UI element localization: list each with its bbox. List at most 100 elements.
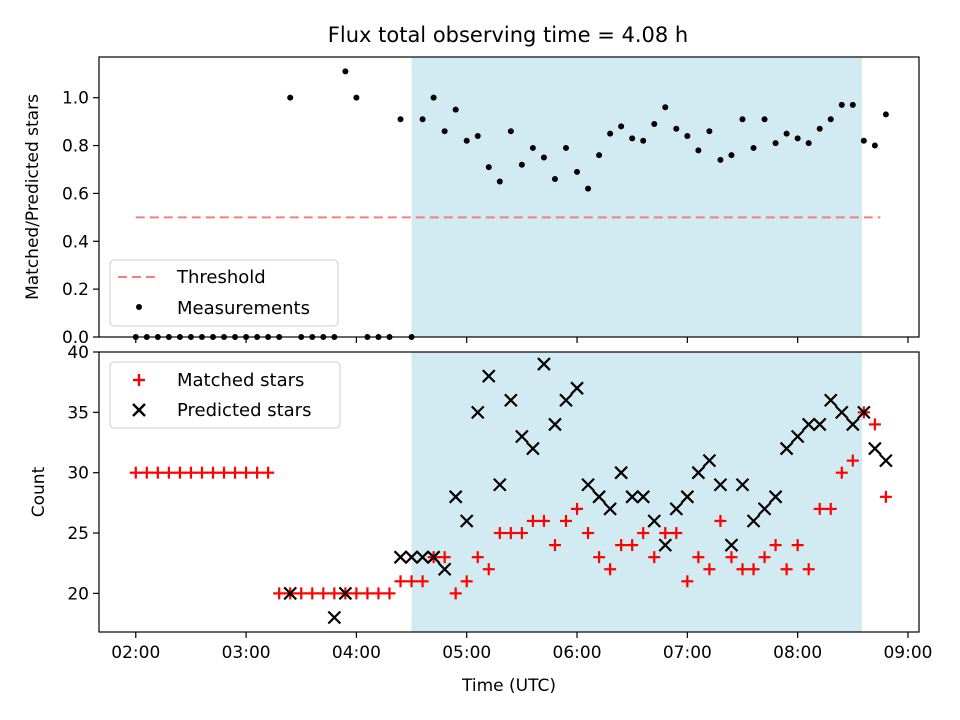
matched-point [240,466,253,479]
predicted-point [614,465,628,480]
predicted-point [846,417,860,432]
predicted-point [835,405,849,420]
matched-point [460,575,473,588]
measurement-point [849,101,856,108]
y-tick-label: 0.6 [62,184,89,204]
measurement-point [794,135,801,142]
matched-point [273,587,286,600]
y-tick-label: 35 [67,403,89,423]
y-tick-label: 20 [67,584,89,604]
predicted-point [669,502,684,516]
matched-point [317,587,330,600]
matched-point [129,466,142,479]
measurement-point [430,94,437,101]
count-points [129,357,893,625]
y-tick-label: 40 [67,343,89,363]
matched-point [405,575,418,588]
matched-legend-label: Matched stars [177,370,304,391]
measurement-point [750,144,757,151]
matched-point [791,539,804,552]
matched-point [416,575,429,588]
matched-point [548,539,561,552]
measurement-point [596,152,603,159]
matched-point [868,418,881,431]
matched-point [372,587,385,600]
count-y-axis: 20 25 30 35 40 [67,343,99,604]
predicted-point [801,417,816,432]
matched-point [438,551,451,564]
measurement-point [551,176,558,183]
matched-point [515,527,528,540]
matched-point [725,551,738,564]
predicted-point [481,369,496,383]
x-tick-label: 02:00 [111,643,160,663]
matched-point [328,587,341,600]
matched-point [846,454,859,467]
predicted-point [779,441,794,456]
matched-point [471,551,484,564]
y-tick-label: 30 [67,464,89,484]
matched-point [151,466,164,479]
matched-point [648,551,661,564]
matched-point [670,527,683,540]
predicted-point [338,586,353,601]
matched-point [184,466,197,479]
predicted-point [548,417,562,432]
threshold-legend-label: Threshold [176,267,266,288]
measurement-point [441,128,448,135]
measurement-point [496,178,503,185]
measurement-point [353,94,360,101]
predicted-point [735,477,750,492]
y-tick-label: 1.0 [62,89,89,109]
predicted-point [857,405,871,420]
measurement-point [651,121,658,128]
measurement-point [518,161,525,168]
predicted-point [879,453,893,468]
predicted-point [746,514,761,528]
measurement-point [507,128,514,135]
measurement-point [728,152,735,159]
ratio-ylabel: Matched/Predicted stars [23,94,43,300]
matched-point [504,527,517,540]
predicted-point [537,357,551,371]
ratio-frame [98,56,920,338]
predicted-point [658,538,673,552]
predicted-point [437,562,452,577]
x-tick-label: 04:00 [332,643,381,663]
predicted-point [426,550,441,564]
predicted-point [470,405,485,420]
matched-point [571,502,584,515]
matched-point [692,551,705,564]
matched-point [736,563,749,576]
matched-point [582,527,595,540]
measurement-point [717,156,724,163]
matched-point [714,514,727,527]
predicted-point [823,393,838,408]
measurement-point [629,135,636,142]
predicted-point [526,441,540,456]
measurement-point [640,137,647,144]
matched-point [537,514,550,527]
predicted-point [724,538,739,552]
measurement-point [585,185,592,192]
predicted-point [493,477,507,492]
measurement-point [772,140,779,147]
count-panel: 20 25 30 35 40 02:00 03:00 04:00 05:00 06:00 07:0… [29,343,932,696]
measurement-point [739,116,746,123]
measurement-point [342,68,349,75]
predicted-point [757,502,772,516]
count-ylabel: Count [29,466,49,517]
ratio-legend: Threshold Measurements [109,259,339,327]
measurement-point [540,154,547,161]
measurement-point [684,132,691,139]
count-frame [98,351,920,633]
measurement-point [827,116,834,123]
matched-point [361,587,374,600]
measurement-point [783,130,790,137]
matched-point [813,502,826,515]
predicted-point [636,490,650,504]
y-tick-label: 0.4 [62,232,89,252]
measurement-point [695,147,702,154]
predicted-point [812,417,827,432]
predicted-point [515,429,529,444]
